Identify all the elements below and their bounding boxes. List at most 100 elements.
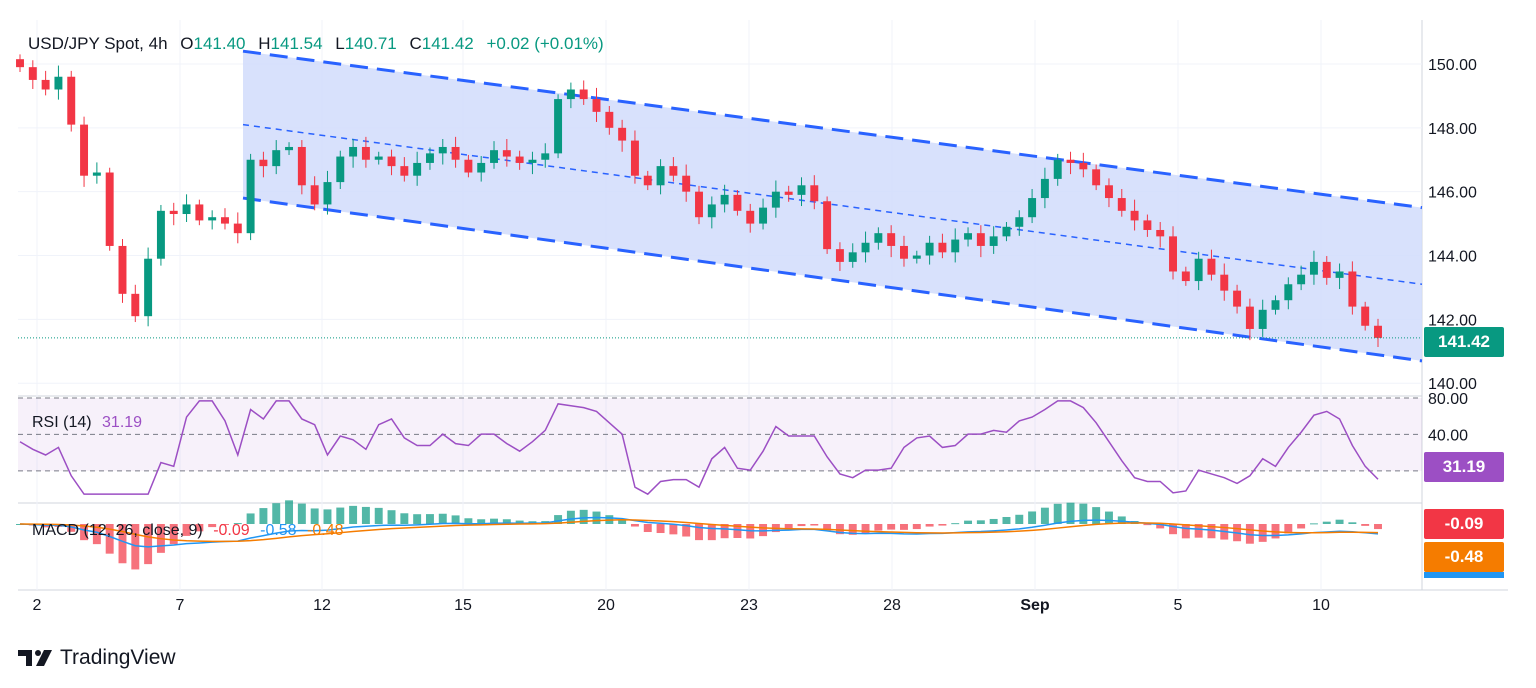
y-tick-label: 144.00	[1428, 249, 1477, 266]
candle-body	[630, 140, 639, 176]
candle-body	[861, 242, 870, 253]
rsi-value-tag: 31.19	[1424, 452, 1504, 482]
candle-body	[784, 191, 793, 195]
time-axis: 2 7 12 15 20 23 28 Sep 5 10	[33, 597, 1330, 614]
macd-hist-bar	[374, 507, 383, 524]
macd-hist-bar	[195, 524, 204, 532]
candle-body	[438, 146, 447, 154]
macd-hist-bar	[1322, 521, 1331, 524]
macd-hist-bar	[720, 524, 729, 539]
candle-body	[733, 194, 742, 211]
change-value: +0.02 (+0.01%)	[486, 34, 604, 53]
macd-hist-bar	[643, 524, 652, 533]
candle-body	[566, 89, 575, 100]
candle-body	[579, 89, 588, 100]
macd-hist-bar	[1245, 524, 1254, 544]
macd-hist-bar	[336, 507, 345, 524]
candle-body	[1322, 261, 1331, 278]
candle-body	[502, 150, 511, 157]
candle-body	[349, 146, 358, 157]
macd-hist-bar	[361, 506, 370, 524]
macd-signal-line	[19, 519, 1379, 543]
candle-body	[310, 185, 319, 205]
macd-hist-bar	[451, 515, 460, 524]
candle-body	[285, 146, 294, 151]
low-value: 140.71	[344, 34, 397, 53]
macd-legend: MACD (12, 26, close, 9) -0.09 -0.58 -0.4…	[32, 522, 344, 540]
macd-signal-value: -0.48	[307, 522, 344, 539]
macd-hist-bar	[1335, 519, 1344, 524]
candle-body	[246, 159, 255, 234]
macd-hist-bar	[144, 524, 153, 565]
x-tick-label: 15	[454, 597, 472, 614]
macd-hist-bar	[989, 518, 998, 524]
macd-hist-bar	[1284, 524, 1293, 534]
open-value: 141.40	[193, 34, 246, 53]
candle-body	[425, 153, 434, 163]
macd-hist-bar	[669, 524, 678, 535]
candle-body	[797, 185, 806, 195]
close-value: 141.42	[421, 34, 474, 53]
close-label: C	[409, 34, 422, 53]
macd-hist-bar	[1002, 516, 1011, 524]
rsi-axis-label: 80.00	[1428, 391, 1468, 408]
macd-hist-bar	[1361, 524, 1370, 526]
rsi-value: 31.19	[102, 414, 143, 431]
candle-body	[1297, 274, 1306, 285]
macd-hist-bar	[797, 524, 806, 527]
candle-body	[554, 99, 563, 154]
candle-body	[643, 175, 652, 186]
x-tick-label: 23	[740, 597, 758, 614]
candle-body	[1181, 271, 1190, 282]
candle-body	[1092, 169, 1101, 186]
x-tick-label: 12	[313, 597, 331, 614]
candle-body	[1309, 261, 1318, 275]
candle-body	[515, 156, 524, 163]
candle-body	[1053, 159, 1062, 179]
candle-body	[1117, 198, 1126, 211]
macd-hist-bar	[925, 524, 934, 527]
macd-hist-bar	[861, 524, 870, 534]
candle-body	[1015, 217, 1024, 227]
candle-body	[938, 242, 947, 253]
macd-hist-bar	[182, 524, 191, 536]
rsi-line	[19, 400, 1379, 496]
x-tick-label: 2	[33, 597, 42, 614]
candle-body	[541, 153, 550, 160]
candle-body	[1002, 226, 1011, 237]
macd-hist-bar	[105, 524, 114, 554]
macd-label: MACD (12, 26, close, 9)	[32, 522, 203, 539]
candle-body	[707, 204, 716, 218]
candle-body	[105, 172, 114, 246]
macd-line-tag-edge	[1424, 572, 1504, 578]
candle-body	[451, 146, 460, 160]
candle-body	[221, 217, 229, 224]
candle-body	[41, 79, 50, 90]
macd-hist-bar	[656, 524, 665, 534]
candle-body	[874, 233, 883, 243]
candle-body	[592, 99, 601, 112]
candle-body	[464, 159, 473, 173]
candle-body	[1271, 300, 1280, 310]
y-tick-label: 150.00	[1428, 57, 1477, 74]
candle-body	[1104, 185, 1113, 199]
candle-body	[1207, 258, 1216, 275]
macd-hist-tag: -0.09	[1424, 509, 1504, 539]
macd-hist-bar	[1207, 524, 1216, 539]
candle-body	[835, 249, 844, 262]
candle-body	[746, 210, 755, 224]
candle-body	[1079, 162, 1088, 170]
tradingview-logo[interactable]: TradingView	[18, 646, 176, 670]
macd-hist-bar	[285, 500, 294, 524]
macd-hist-bar	[887, 524, 896, 530]
macd-hist-bar	[118, 524, 127, 564]
macd-hist-value: -0.09	[213, 522, 250, 539]
macd-hist-bar	[976, 520, 985, 524]
macd-hist-bar	[1169, 524, 1177, 535]
candle-body	[976, 233, 985, 246]
macd-hist-bar	[1079, 503, 1088, 524]
macd-hist-bar	[221, 524, 229, 525]
macd-hist-bar	[490, 518, 498, 524]
candle-body	[1040, 178, 1049, 199]
